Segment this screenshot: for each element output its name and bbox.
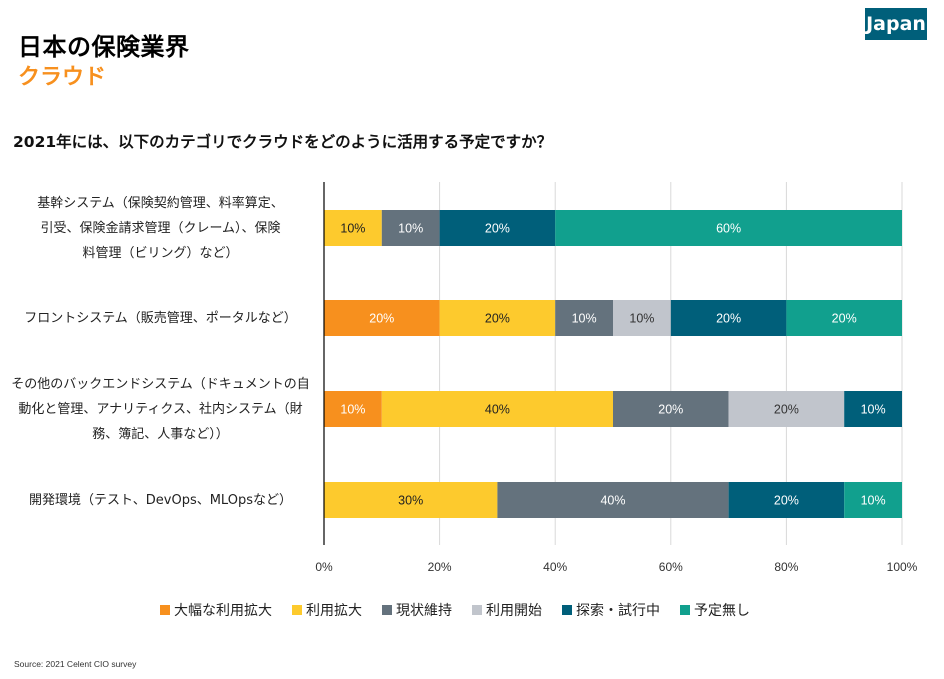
- bar-segment: [670, 300, 787, 336]
- category-label-line: フロントシステム（販売管理、ポータルなど）: [24, 310, 297, 326]
- data-label: 20%: [485, 312, 510, 326]
- data-label: 20%: [832, 312, 857, 326]
- category-label-line: 開発環境（テスト、DevOps、MLOpsなど）: [29, 492, 292, 508]
- bar-segment: [555, 300, 613, 336]
- legend-item: 利用開始: [472, 600, 542, 620]
- category-label-line: 動化と管理、アナリティクス、社内システム（財: [18, 401, 303, 417]
- data-label: 10%: [340, 222, 365, 236]
- data-label: 30%: [398, 494, 423, 508]
- data-label: 20%: [774, 494, 799, 508]
- category-label-line: その他のバックエンドシステム（ドキュメントの自: [11, 376, 310, 392]
- bar-segment: [497, 482, 729, 518]
- legend-label: 探索・試行中: [576, 603, 660, 619]
- x-tick-label: 60%: [659, 560, 683, 574]
- legend-label: 利用拡大: [306, 603, 362, 619]
- category-label: その他のバックエンドシステム（ドキュメントの自 動化と管理、アナリティクス、社内シ…: [8, 372, 313, 447]
- legend-label: 大幅な利用拡大: [174, 603, 272, 619]
- bar-segment: [613, 300, 671, 336]
- category-label-line: 引受、保険金請求管理（クレーム）、保険: [40, 220, 281, 236]
- legend-item: 現状維持: [382, 600, 452, 620]
- bar-segment: [381, 391, 613, 427]
- chart-title: 2021年には、以下のカテゴリでクラウドをどのように活用する予定ですか？: [13, 133, 553, 151]
- legend-swatch: [680, 605, 690, 615]
- legend: 大幅な利用拡大 利用拡大 現状維持 利用開始 探索・試行中 予定無し: [160, 600, 750, 620]
- legend-swatch: [160, 605, 170, 615]
- category-label-line: 料管理（ビリング）など）: [82, 245, 239, 261]
- bar-segment: [728, 482, 845, 518]
- page-title: 日本の保険業界: [18, 33, 190, 61]
- page-subtitle: クラウド: [18, 65, 107, 90]
- data-label: 20%: [774, 403, 799, 417]
- bar-segment: [786, 300, 902, 336]
- x-tick-label: 80%: [774, 560, 798, 574]
- legend-swatch: [292, 605, 302, 615]
- bar-segment: [439, 300, 556, 336]
- data-label: 10%: [629, 312, 654, 326]
- source-note: Source: 2021 Celent CIO survey: [14, 659, 137, 669]
- legend-item: 利用拡大: [292, 600, 362, 620]
- data-label: 40%: [485, 403, 510, 417]
- data-label: 10%: [861, 403, 886, 417]
- legend-swatch: [562, 605, 572, 615]
- bar-segment: [381, 210, 440, 246]
- data-label: 10%: [861, 494, 886, 508]
- legend-swatch: [382, 605, 392, 615]
- legend-label: 現状維持: [396, 603, 452, 619]
- legend-item: 探索・試行中: [562, 600, 660, 620]
- data-label: 20%: [716, 312, 741, 326]
- category-label: 基幹システム（保険契約管理、料率算定、 引受、保険金請求管理（クレーム）、保険 料管…: [8, 191, 313, 266]
- legend-label: 予定無し: [694, 603, 750, 619]
- bar-segment: [728, 391, 845, 427]
- data-label: 10%: [340, 403, 365, 417]
- data-label: 20%: [485, 222, 510, 236]
- legend-label: 利用開始: [486, 603, 542, 619]
- bar-segment: [324, 300, 440, 336]
- x-tick-label: 0%: [315, 560, 333, 574]
- legend-swatch: [472, 605, 482, 615]
- category-label: 開発環境（テスト、DevOps、MLOpsなど）: [8, 488, 313, 513]
- data-label: 10%: [398, 222, 423, 236]
- bar-segment: [324, 391, 382, 427]
- legend-item: 予定無し: [680, 600, 750, 620]
- category-label: フロントシステム（販売管理、ポータルなど）: [8, 306, 313, 331]
- bar-segment: [324, 482, 498, 518]
- data-label: 10%: [572, 312, 597, 326]
- bar-segment: [844, 482, 902, 518]
- data-label: 40%: [600, 494, 625, 508]
- data-label: 60%: [716, 222, 741, 236]
- category-label-line: 務、簿記、人事など））: [92, 426, 229, 442]
- bar-segment: [324, 210, 382, 246]
- bar-segment: [613, 391, 729, 427]
- bar-segment: [555, 210, 902, 246]
- legend-item: 大幅な利用拡大: [160, 600, 272, 620]
- x-tick-label: 20%: [428, 560, 452, 574]
- x-tick-label: 40%: [543, 560, 567, 574]
- x-tick-label: 100%: [887, 560, 918, 574]
- data-label: 20%: [658, 403, 683, 417]
- bar-segment: [844, 391, 902, 427]
- data-label: 20%: [369, 312, 394, 326]
- region-badge: Japan: [865, 8, 927, 40]
- category-label-line: 基幹システム（保険契約管理、料率算定、: [37, 195, 284, 211]
- bar-segment: [439, 210, 556, 246]
